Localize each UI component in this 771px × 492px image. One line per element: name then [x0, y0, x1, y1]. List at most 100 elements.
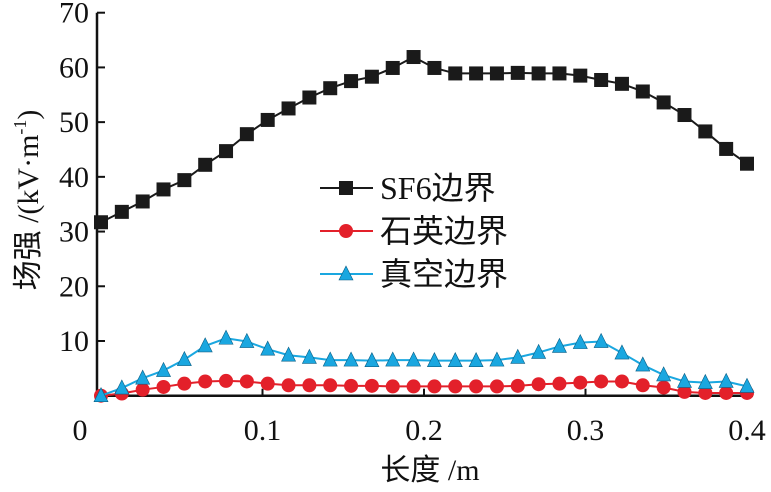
- triangle-marker: [468, 352, 484, 367]
- x-tick-label: 0.4: [728, 414, 766, 447]
- triangle-marker: [676, 372, 692, 388]
- series-square: [94, 50, 754, 230]
- circle-marker: [339, 224, 353, 238]
- square-marker: [406, 50, 421, 65]
- legend-label: SF6边界: [380, 170, 496, 206]
- y-tick-label: 40: [59, 161, 89, 194]
- square-marker: [469, 66, 484, 81]
- square-marker: [114, 204, 129, 219]
- square-marker: [552, 66, 567, 81]
- square-marker: [614, 76, 629, 91]
- circle-marker: [239, 374, 254, 389]
- square-marker: [323, 81, 338, 96]
- circle-marker: [156, 379, 171, 394]
- square-marker: [489, 66, 504, 81]
- square-marker: [260, 112, 275, 127]
- circle-marker: [573, 375, 588, 390]
- legend-label: 真空边界: [380, 256, 508, 292]
- y-axis-label-main: 场强 /(kV·m: [12, 135, 45, 291]
- circle-marker: [302, 378, 317, 393]
- circle-marker: [614, 374, 629, 389]
- square-marker: [573, 68, 588, 83]
- circle-marker: [594, 374, 609, 389]
- triangle-marker: [197, 337, 213, 353]
- triangle-marker: [572, 333, 588, 349]
- y-axis-label: 场强 /(kV·m-1): [10, 110, 45, 291]
- triangle-marker: [697, 373, 713, 389]
- y-tick-label: 20: [59, 270, 89, 303]
- square-marker: [239, 127, 254, 142]
- square-marker: [302, 90, 317, 105]
- triangle-marker: [656, 366, 672, 382]
- square-marker: [448, 66, 463, 81]
- triangle-marker: [93, 387, 109, 403]
- triangle-marker: [385, 351, 401, 367]
- triangle-marker: [338, 265, 354, 281]
- circle-marker: [677, 384, 692, 399]
- square-marker: [531, 66, 546, 81]
- triangle-marker: [510, 348, 526, 364]
- square-marker: [698, 124, 713, 139]
- square-marker: [677, 108, 692, 123]
- circle-marker: [719, 385, 734, 400]
- circle-marker: [198, 374, 213, 389]
- x-tick-label: 0.3: [567, 414, 605, 447]
- square-marker: [364, 69, 379, 84]
- circle-marker: [281, 378, 296, 393]
- circle-marker: [448, 379, 463, 394]
- square-marker: [198, 157, 213, 172]
- triangle-marker: [531, 343, 547, 359]
- y-tick-label: 30: [59, 216, 89, 249]
- triangle-marker: [343, 351, 359, 367]
- square-marker: [594, 72, 609, 87]
- x-tick-label: 0: [73, 414, 88, 447]
- circle-marker: [406, 379, 421, 394]
- series-triangle: [93, 329, 755, 403]
- legend-label: 石英边界: [380, 213, 508, 249]
- series-group: [93, 50, 755, 403]
- square-marker: [281, 101, 296, 116]
- circle-marker: [177, 376, 192, 391]
- circle-marker: [552, 376, 567, 391]
- square-marker: [510, 65, 525, 80]
- triangle-marker: [551, 337, 567, 353]
- square-marker: [635, 84, 650, 99]
- square-marker: [656, 95, 671, 110]
- triangle-marker: [635, 356, 651, 372]
- square-marker: [177, 173, 192, 188]
- y-tick-label: 10: [59, 325, 89, 358]
- y-axis-label-close: ): [12, 110, 45, 120]
- triangle-marker: [218, 329, 234, 345]
- square-marker: [344, 74, 359, 89]
- triangle-marker: [301, 348, 317, 364]
- circle-marker: [135, 382, 150, 397]
- circle-marker: [635, 378, 650, 393]
- x-tick-label: 0.1: [244, 414, 282, 447]
- triangle-marker: [281, 346, 297, 362]
- square-marker: [156, 182, 171, 197]
- triangle-marker: [614, 344, 630, 360]
- square-marker: [740, 156, 754, 171]
- triangle-marker: [593, 332, 609, 348]
- triangle-marker: [114, 379, 130, 395]
- square-marker: [719, 141, 734, 156]
- circle-marker: [219, 373, 234, 388]
- triangle-marker: [364, 352, 380, 367]
- circle-marker: [531, 377, 546, 392]
- triangle-marker: [718, 372, 734, 388]
- circle-marker: [698, 385, 713, 400]
- square-marker: [385, 60, 400, 75]
- circle-marker: [489, 379, 504, 394]
- circle-marker: [364, 378, 379, 393]
- square-marker: [94, 215, 108, 230]
- x-axis-label: 长度 /m: [380, 454, 479, 487]
- triangle-marker: [406, 351, 422, 367]
- triangle-marker: [447, 352, 463, 367]
- square-marker: [427, 60, 442, 75]
- circle-marker: [385, 379, 400, 394]
- x-tick-label: 0.2: [405, 414, 443, 447]
- circle-marker: [344, 378, 359, 393]
- circle-marker: [656, 380, 671, 395]
